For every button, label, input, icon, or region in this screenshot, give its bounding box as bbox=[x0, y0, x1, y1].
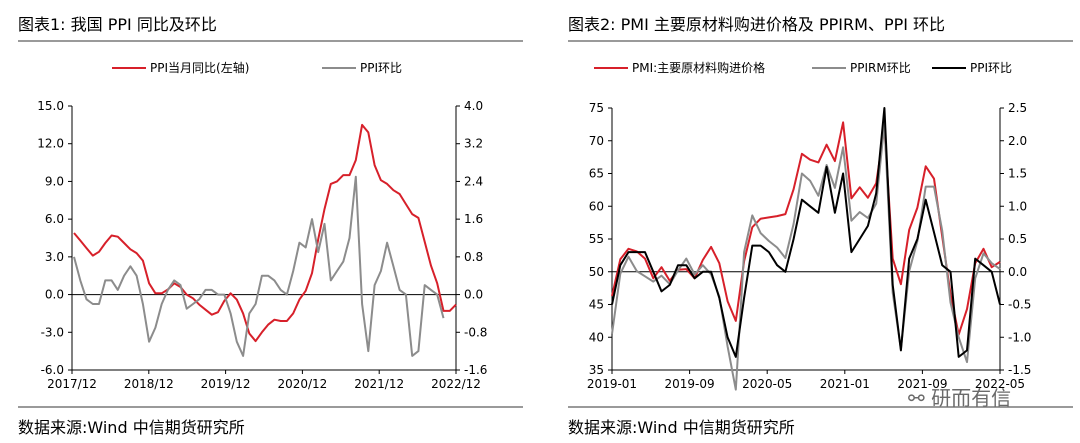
right-axis-tick-label: 1.0 bbox=[1008, 199, 1027, 213]
source-note: 数据来源:Wind 中信期货研究所 bbox=[18, 418, 245, 437]
x-axis-tick-label: 2019-01 bbox=[587, 377, 637, 391]
chart-title: 图表1: 我国 PPI 同比及环比 bbox=[18, 15, 217, 34]
left-axis-tick-label: 45 bbox=[589, 298, 604, 312]
legend-label: PMI:主要原材料购进价格 bbox=[632, 60, 765, 75]
pmi-price-chart-panel: 图表2: PMI 主要原材料购进价格及 PPIRM、PPI 环比 75 70 65 6… bbox=[550, 0, 1080, 443]
right-axis-tick-label: 0.0 bbox=[464, 288, 483, 302]
x-axis-tick-label: 2019-09 bbox=[665, 377, 715, 391]
x-axis-tick-label: 2018/12 bbox=[124, 377, 174, 391]
left-axis-tick-label: 6.0 bbox=[45, 212, 64, 226]
right-axis-tick-label: -1.0 bbox=[1008, 330, 1031, 344]
title-rule bbox=[568, 40, 1073, 42]
series-line bbox=[611, 107, 1001, 358]
left-axis-tick-label: 12.0 bbox=[37, 137, 64, 151]
left-axis-tick-label: 75 bbox=[589, 101, 604, 115]
title-rule bbox=[18, 40, 523, 42]
left-axis-tick-label: 35 bbox=[589, 363, 604, 377]
left-axis-tick-label: -6.0 bbox=[41, 363, 64, 377]
x-axis-tick-label: 2022-05 bbox=[975, 377, 1025, 391]
wechat-watermark: ⚯ 研而有信 bbox=[908, 382, 1011, 411]
right-axis-tick-label: -0.8 bbox=[464, 325, 487, 339]
right-axis-tick-label: 0.8 bbox=[464, 250, 483, 264]
x-axis-tick-label: 2021-01 bbox=[820, 377, 870, 391]
right-axis-tick-label: -1.5 bbox=[1008, 363, 1031, 377]
legend-label: PPI当月同比(左轴) bbox=[150, 60, 249, 75]
series-line bbox=[611, 122, 1001, 391]
left-axis-tick-label: 40 bbox=[589, 330, 604, 344]
legend-label: PPI环比 bbox=[970, 61, 1012, 75]
x-axis-tick-label: 2020-05 bbox=[742, 377, 792, 391]
right-axis-tick-label: 2.5 bbox=[1008, 101, 1027, 115]
right-axis-tick-label: 4.0 bbox=[464, 99, 483, 113]
right-axis-tick-label: 3.2 bbox=[464, 137, 483, 151]
left-axis-tick-label: 65 bbox=[589, 167, 604, 181]
right-axis-tick-label: 0.5 bbox=[1008, 232, 1027, 246]
source-note: 数据来源:Wind 中信期货研究所 bbox=[568, 418, 795, 437]
watermark-text: 研而有信 bbox=[931, 386, 1012, 410]
wechat-icon: ⚯ bbox=[908, 386, 925, 410]
left-axis-tick-label: 9.0 bbox=[45, 174, 64, 188]
ppi-yoy-mom-chart: 15.0 12.0 9.0 6.0 3.0 0.0 -3.0 -6.0 4.0 3.2 2.4 1.6… bbox=[37, 60, 487, 391]
x-axis-tick-label: 2021-09 bbox=[897, 377, 947, 391]
legend-label: PPI环比 bbox=[360, 61, 402, 75]
x-axis-tick-label: 2022/12 bbox=[431, 377, 481, 391]
series-line bbox=[73, 175, 445, 357]
x-axis-tick-label: 2021/12 bbox=[354, 377, 404, 391]
left-axis-tick-label: 50 bbox=[589, 265, 604, 279]
x-axis-tick-label: 2017/12 bbox=[47, 377, 97, 391]
left-axis-tick-label: 70 bbox=[589, 134, 604, 148]
x-axis-tick-label: 2020/12 bbox=[277, 377, 327, 391]
x-axis-tick-label: 2019/12 bbox=[201, 377, 251, 391]
left-axis-tick-label: 15.0 bbox=[37, 99, 64, 113]
right-axis-tick-label: -1.6 bbox=[464, 363, 487, 377]
ppi-chart-panel: 图表1: 我国 PPI 同比及环比 15.0 12.0 9.0 6.0 3.0 0.0 -3… bbox=[0, 0, 530, 443]
right-axis-tick-label: -0.5 bbox=[1008, 298, 1031, 312]
pmi-ppirm-ppi-chart: 75 70 65 60 55 50 45 40 35 2.5 2.0 1.5 1.0 0.5 0.0 -0.5… bbox=[587, 60, 1031, 391]
source-rule bbox=[568, 406, 1073, 408]
left-axis-tick-label: 55 bbox=[589, 232, 604, 246]
right-axis-tick-label: 2.0 bbox=[1008, 134, 1027, 148]
left-axis-tick-label: 3.0 bbox=[45, 250, 64, 264]
left-axis-tick-label: -3.0 bbox=[41, 325, 64, 339]
chart-title: 图表2: PMI 主要原材料购进价格及 PPIRM、PPI 环比 bbox=[568, 15, 946, 34]
series-line bbox=[73, 123, 457, 343]
left-axis-tick-label: 60 bbox=[589, 199, 604, 213]
right-axis-tick-label: 1.6 bbox=[464, 212, 483, 226]
left-axis-tick-label: 0.0 bbox=[45, 288, 64, 302]
source-rule bbox=[18, 406, 523, 408]
right-axis-tick-label: 0.0 bbox=[1008, 265, 1027, 279]
right-axis-tick-label: 1.5 bbox=[1008, 167, 1027, 181]
legend-label: PPIRM环比 bbox=[850, 61, 911, 75]
right-axis-tick-label: 2.4 bbox=[464, 174, 483, 188]
